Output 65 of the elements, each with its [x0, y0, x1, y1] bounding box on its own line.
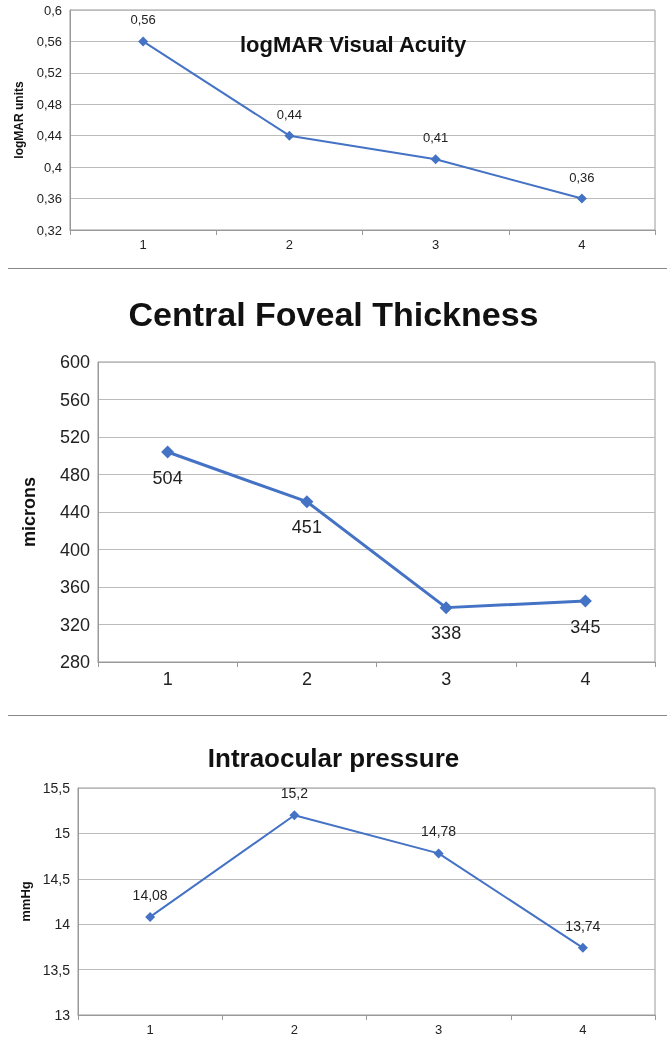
- x-tick-label: 3: [432, 237, 440, 252]
- y-tick-label: 0,56: [36, 33, 62, 49]
- point: [439, 601, 453, 615]
- y-tick-label: 560: [59, 389, 90, 410]
- y-tick-label: 360: [59, 577, 90, 597]
- text: logMAR Visual Acuity: [240, 31, 467, 57]
- y-tick-label: 0,36: [36, 191, 62, 207]
- point: [300, 495, 314, 509]
- x-tick-label: 1: [162, 669, 173, 689]
- point: [284, 130, 295, 141]
- y-tick-label: 0,44: [36, 128, 62, 144]
- chart-title: Central Foveal Thickness: [128, 295, 539, 333]
- y-tick-label: 15: [54, 825, 71, 842]
- y-tick-label: 480: [59, 464, 90, 485]
- data-label: 0,44: [276, 106, 303, 122]
- data-label: 0,36: [569, 169, 595, 185]
- y-tick-label: 440: [59, 502, 90, 522]
- point: [577, 942, 588, 953]
- y-tick-label: 14: [54, 916, 71, 933]
- point: [161, 445, 175, 459]
- point: [576, 193, 587, 204]
- y-axis-title: microns: [19, 476, 39, 548]
- data-label: 15,2: [280, 785, 309, 802]
- point: [145, 911, 156, 922]
- data-label: 451: [291, 517, 322, 538]
- point: [138, 36, 149, 47]
- y-tick-label: 0,6: [43, 2, 62, 18]
- y-tick-label: 0,32: [36, 222, 62, 238]
- point: [433, 848, 444, 859]
- data-label: 504: [152, 467, 183, 488]
- chart-title: Intraocular pressure: [207, 743, 460, 773]
- x-tick-label: 2: [301, 669, 312, 689]
- y-tick-label: 0,48: [36, 96, 62, 112]
- y-tick-label: 280: [59, 652, 90, 672]
- y-tick-label: 13,5: [42, 961, 71, 978]
- y-tick-label: 0,4: [43, 159, 62, 175]
- y-tick-label: 400: [59, 539, 90, 560]
- data-label: 13,74: [565, 917, 601, 934]
- y-tick-label: 0,52: [36, 65, 62, 81]
- x-tick-label: 1: [139, 237, 147, 252]
- y-axis-title: mmHg: [17, 881, 33, 922]
- x-tick-label: 1: [146, 1022, 154, 1037]
- y-tick-label: 600: [59, 352, 90, 372]
- data-label: 14,78: [421, 823, 457, 840]
- data-label: 0,41: [422, 130, 449, 146]
- x-tick-label: 4: [580, 669, 591, 689]
- x-tick-label: 3: [435, 1022, 443, 1037]
- y-tick-label: 320: [59, 614, 90, 635]
- x-tick-label: 3: [441, 669, 452, 689]
- point: [430, 154, 441, 165]
- y-axis-title: logMAR units: [12, 81, 26, 159]
- x-tick-label: 4: [578, 237, 586, 252]
- y-tick-label: 520: [59, 427, 90, 447]
- x-tick-label: 4: [579, 1022, 587, 1037]
- point: [578, 594, 592, 608]
- x-tick-label: 2: [285, 237, 293, 252]
- y-tick-label: 14,5: [42, 870, 71, 887]
- x-tick-label: 2: [290, 1022, 298, 1037]
- data-label: 14,08: [132, 886, 168, 903]
- data-label: 345: [570, 616, 601, 637]
- y-tick-label: 13: [54, 1007, 71, 1023]
- y-tick-label: 15,5: [42, 780, 71, 796]
- data-label: 338: [431, 623, 462, 644]
- data-label: 0,56: [130, 12, 156, 28]
- point: [289, 810, 300, 821]
